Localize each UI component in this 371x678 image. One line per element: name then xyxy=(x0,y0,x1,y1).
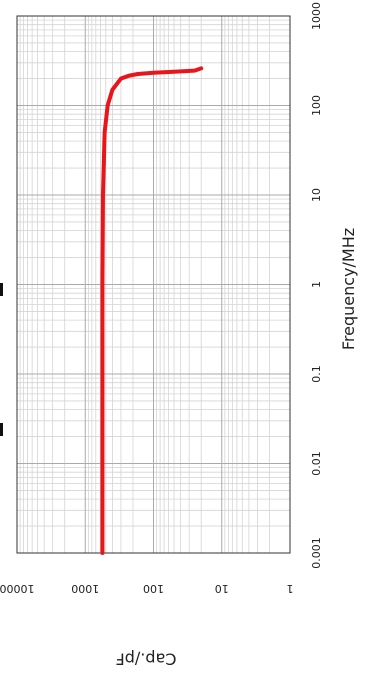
edge-marker-lower xyxy=(0,423,3,436)
y-tick-label: 1 xyxy=(287,582,294,595)
x-tick-label: 1 xyxy=(310,281,323,288)
edge-marker-upper xyxy=(0,283,3,296)
x-tick-label: 100 xyxy=(310,95,323,116)
x-tick-labels: 0.001 0.01 0.1 1 10 100 1000 xyxy=(310,2,323,569)
x-tick-label: 0.01 xyxy=(310,451,323,476)
x-tick-label: 10 xyxy=(310,188,323,202)
y-tick-label: 10000 xyxy=(0,582,35,595)
x-axis-title: Frequency/MHz xyxy=(339,228,358,350)
plot-frame xyxy=(16,15,291,554)
y-tick-label: 1000 xyxy=(71,582,99,595)
capacitance-series-line xyxy=(100,66,204,555)
y-tick-label: 10 xyxy=(215,582,229,595)
y-tick-labels: 1 10 100 1000 10000 xyxy=(0,582,294,595)
x-tick-label: 0.001 xyxy=(310,537,323,569)
x-tick-label: 0.1 xyxy=(310,365,323,383)
y-tick-label: 100 xyxy=(143,582,164,595)
x-tick-label: 1000 xyxy=(310,2,323,30)
y-axis-title: Cap./pF xyxy=(116,650,177,669)
